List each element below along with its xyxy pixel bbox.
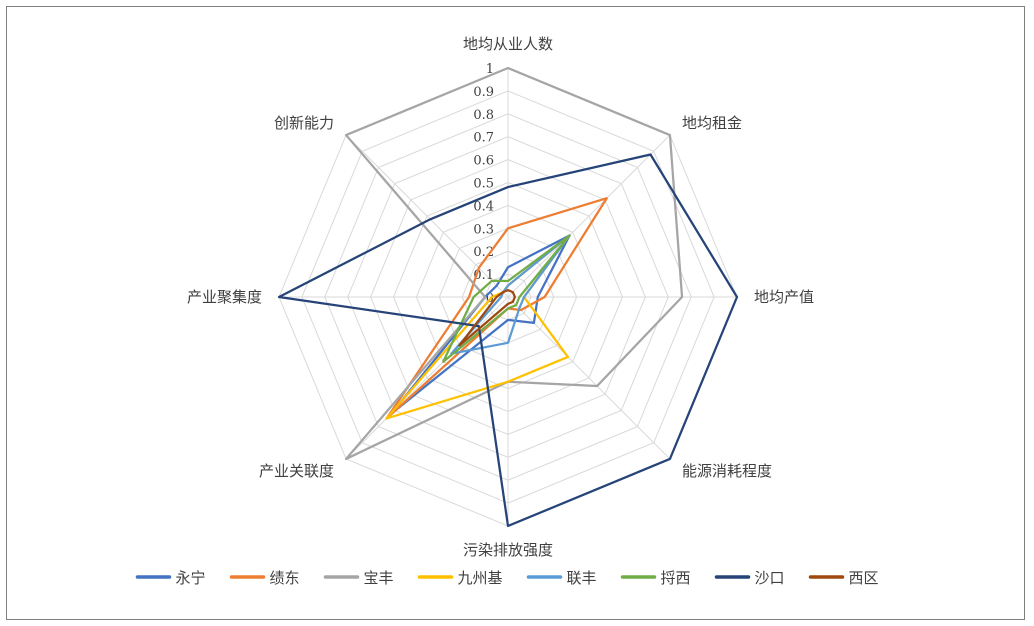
chart-frame: [6, 6, 1025, 620]
legend-label: 联丰: [567, 569, 597, 587]
axis-label: 污染排放强度: [463, 541, 553, 559]
legend-label: 绩东: [269, 569, 299, 587]
axis-label: 产业关联度: [259, 462, 334, 480]
radial-tick-label: 1: [486, 62, 494, 77]
axis-label: 产业聚集度: [187, 288, 262, 306]
legend-label: 宝丰: [363, 569, 393, 587]
radial-tick-label: 0.9: [473, 85, 494, 100]
series-line: [277, 153, 739, 528]
legend-label: 九州基: [457, 569, 502, 587]
radial-tick-label: 0.7: [473, 131, 494, 146]
grid-spoke: [507, 296, 671, 460]
radial-tick-labels: 00.10.20.30.40.50.60.70.80.91: [473, 62, 494, 306]
radial-tick-label: 0.5: [473, 177, 494, 192]
legend-label: 永宁: [175, 569, 205, 587]
series-line: [442, 234, 571, 363]
grid-spoke: [507, 134, 671, 298]
legend-label: 西区: [849, 569, 879, 587]
grid-spoke: [345, 134, 509, 298]
radial-tick-label: 0.2: [473, 245, 494, 260]
axis-label: 地均租金: [682, 114, 742, 132]
axis-label: 地均从业人数: [463, 35, 553, 53]
axis-label: 能源消耗程度: [682, 462, 772, 480]
radial-tick-label: 0.8: [473, 108, 494, 123]
series-line: [390, 234, 571, 415]
legend-label: 沙口: [755, 569, 785, 587]
radial-tick-label: 0.3: [473, 222, 494, 237]
legend: 永宁 绩东 宝丰 九州基 联丰 捋西 沙口 西区: [135, 569, 879, 587]
axis-label: 创新能力: [274, 114, 334, 132]
axis-label: 地均产值: [754, 288, 814, 306]
radial-tick-label: 0.6: [473, 154, 494, 169]
series-lines: [277, 66, 739, 528]
legend-label: 捋西: [661, 569, 691, 587]
grid-spoke: [345, 296, 509, 460]
series-line: [458, 289, 516, 347]
radial-tick-label: 0.4: [473, 199, 494, 214]
